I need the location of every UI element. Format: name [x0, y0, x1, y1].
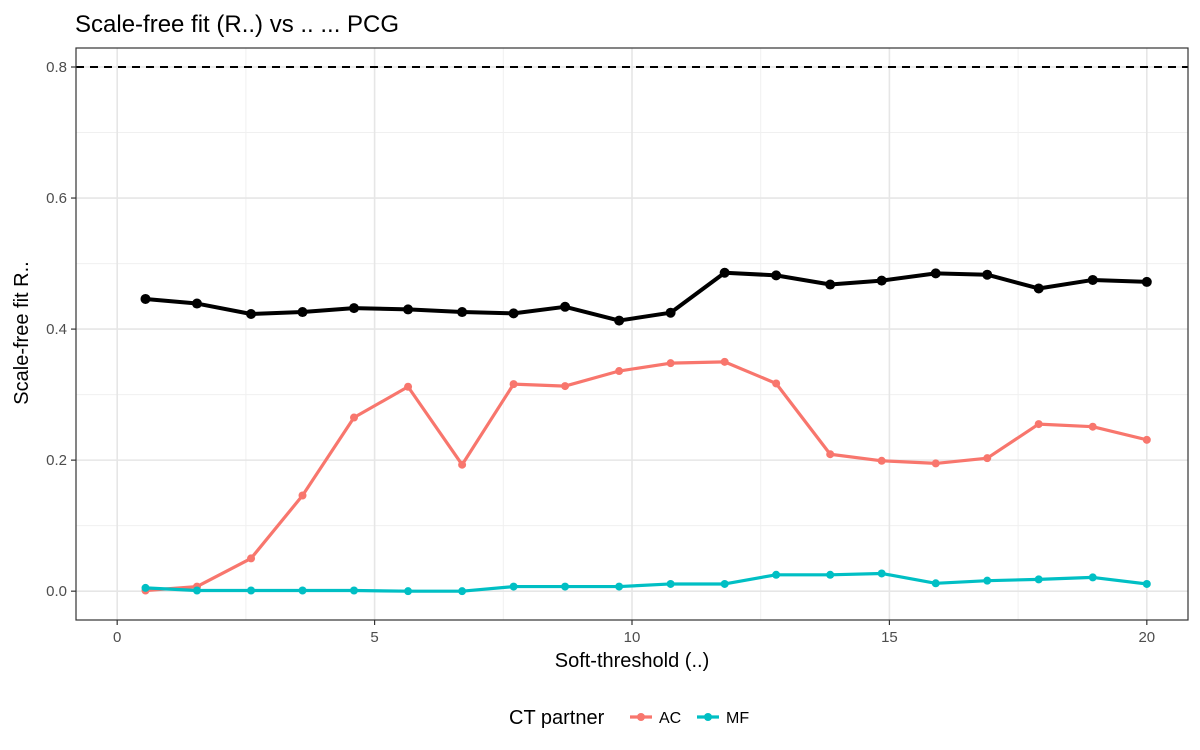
x-tick-label: 15 — [881, 629, 898, 646]
data-point — [403, 304, 414, 315]
data-point — [458, 587, 467, 596]
legend-item-mf: MF — [697, 710, 749, 727]
data-point — [615, 582, 624, 591]
legend-item-ac: AC — [630, 710, 681, 727]
data-point — [191, 298, 202, 309]
data-point — [297, 307, 308, 318]
data-point — [561, 582, 570, 591]
data-point — [458, 460, 467, 469]
legend: CT partner AC MF — [509, 707, 749, 729]
y-tick-label: 0.8 — [46, 59, 67, 76]
series-mf — [141, 569, 1151, 596]
data-point — [931, 459, 940, 468]
data-point — [192, 586, 201, 595]
x-tick-label: 20 — [1138, 629, 1155, 646]
data-point — [1088, 422, 1097, 431]
data-point — [983, 576, 992, 585]
data-point — [772, 379, 781, 388]
data-point — [1142, 435, 1151, 444]
data-point — [298, 491, 307, 500]
series-line — [143, 571, 1149, 593]
data-point — [1034, 420, 1043, 429]
data-point — [349, 303, 359, 314]
x-tick-label: 5 — [370, 629, 378, 646]
x-axis-title: Soft-threshold (..) — [555, 650, 710, 672]
data-point — [826, 570, 835, 579]
grid — [76, 48, 1188, 620]
data-point — [876, 275, 887, 286]
y-tick-label: 0.2 — [46, 452, 67, 469]
axes: 0 5 10 15 20 0.0 0.2 0.4 0.6 0.8 — [46, 59, 1155, 646]
data-point — [983, 454, 992, 463]
data-point — [719, 267, 730, 278]
data-point — [931, 579, 940, 588]
legend-title: CT partner — [509, 707, 605, 729]
y-tick-label: 0.6 — [46, 190, 67, 207]
data-point — [982, 269, 993, 280]
data-point — [508, 308, 519, 319]
data-point — [614, 315, 625, 326]
data-point — [1141, 276, 1152, 287]
x-tick-label: 10 — [624, 629, 641, 646]
data-point — [247, 554, 256, 563]
data-point — [561, 382, 570, 391]
data-point — [247, 586, 256, 595]
data-point — [509, 582, 518, 591]
series-group — [140, 267, 1152, 596]
y-tick-label: 0.0 — [46, 583, 67, 600]
data-point — [350, 413, 358, 422]
series-line — [143, 270, 1149, 323]
series-line — [143, 360, 1149, 593]
y-axis-title: Scale-free fit R.. — [11, 261, 33, 404]
data-point — [930, 268, 941, 279]
data-point — [720, 357, 729, 366]
data-point — [298, 586, 307, 595]
data-point — [560, 301, 571, 312]
series-ac — [141, 357, 1151, 595]
data-point — [615, 367, 624, 376]
data-point — [140, 293, 151, 304]
data-point — [1142, 579, 1151, 588]
legend-label: MF — [726, 710, 749, 727]
data-point — [457, 307, 468, 318]
legend-key-point — [637, 713, 645, 721]
data-point — [666, 359, 675, 368]
data-point — [246, 309, 257, 320]
data-point — [1033, 283, 1044, 294]
data-point — [141, 583, 150, 592]
legend-key-point — [704, 713, 712, 721]
data-point — [877, 456, 886, 465]
data-point — [772, 570, 781, 579]
data-point — [665, 307, 676, 318]
data-point — [1087, 274, 1098, 285]
chart-title: Scale-free fit (R..) vs .. ... PCG — [75, 11, 399, 38]
data-point — [404, 382, 413, 391]
data-point — [509, 380, 518, 389]
data-point — [350, 586, 358, 595]
series-overall — [140, 267, 1152, 326]
data-point — [666, 579, 675, 588]
data-point — [720, 579, 729, 588]
data-point — [826, 450, 835, 459]
data-point — [1034, 575, 1043, 584]
data-point — [825, 279, 836, 290]
data-point — [1088, 573, 1097, 582]
data-point — [771, 270, 782, 281]
x-tick-label: 0 — [113, 629, 121, 646]
y-tick-label: 0.4 — [46, 321, 67, 338]
data-point — [877, 569, 886, 578]
legend-label: AC — [659, 710, 681, 727]
data-point — [404, 587, 413, 596]
